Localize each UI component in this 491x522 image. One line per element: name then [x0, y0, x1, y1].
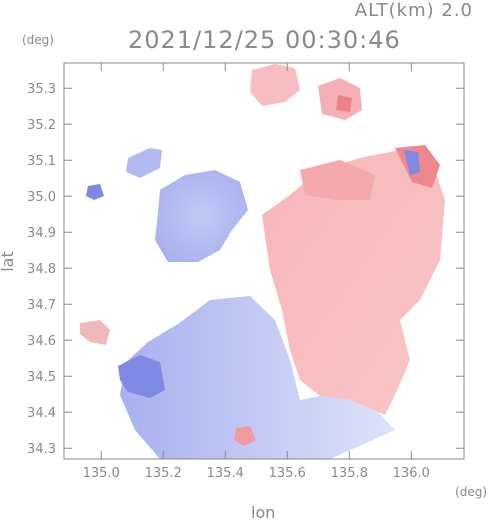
altitude-label: ALT(km) 2.0: [354, 0, 473, 21]
echo-region-approaching-west: [118, 355, 165, 398]
echo-speck-approaching-2: [86, 184, 104, 200]
echo-speck-approaching-3: [80, 320, 110, 345]
y-tick-label: 35.1: [27, 154, 56, 169]
x-tick-label: 135.4: [207, 466, 244, 481]
y-tick-label: 35.3: [27, 82, 56, 97]
echo-region-approaching-central: [155, 170, 248, 262]
echo-speck-approaching-1: [126, 148, 162, 178]
x-tick-label: 135.6: [269, 466, 306, 481]
y-axis-ticks: 35.3 35.2 35.1 35.0 34.9 34.8 34.7 34.6 34.5 34.4…: [27, 82, 464, 457]
echo-region-receding-east: [262, 150, 445, 415]
y-tick-label: 34.9: [27, 226, 56, 241]
y-tick-label: 34.4: [27, 406, 56, 421]
echo-region-receding-northeast: [300, 160, 375, 200]
y-tick-label: 34.5: [27, 370, 56, 385]
y-tick-label: 34.7: [27, 298, 56, 313]
x-tick-label: 135.0: [83, 466, 120, 481]
echo-cell-receding-small: [336, 95, 352, 112]
x-tick-label: 136.0: [393, 466, 430, 481]
y-tick-label: 35.0: [27, 190, 56, 205]
x-axis-ticks: 135.0 135.2 135.4 135.6 135.8 136.0: [83, 63, 430, 481]
x-tick-label: 135.8: [331, 466, 368, 481]
y-tick-label: 34.6: [27, 334, 56, 349]
radar-echo-layer: [80, 64, 445, 459]
timestamp-title: 2021/12/25 00:30:46: [128, 26, 401, 54]
echo-region-receding-north: [250, 64, 300, 106]
y-tick-label: 35.2: [27, 118, 56, 133]
y-tick-label: 34.3: [27, 442, 56, 457]
x-axis-label: lon: [251, 503, 276, 522]
y-tick-label: 34.8: [27, 262, 56, 277]
echo-region-approaching-southwest: [120, 296, 395, 459]
echo-cell-approaching-strong: [404, 150, 420, 175]
echo-speck-receding-south: [234, 426, 256, 446]
x-tick-label: 135.2: [145, 466, 182, 481]
y-unit-label: (deg): [22, 33, 54, 47]
x-unit-label: (deg): [455, 485, 487, 499]
plot-frame: [63, 62, 465, 460]
